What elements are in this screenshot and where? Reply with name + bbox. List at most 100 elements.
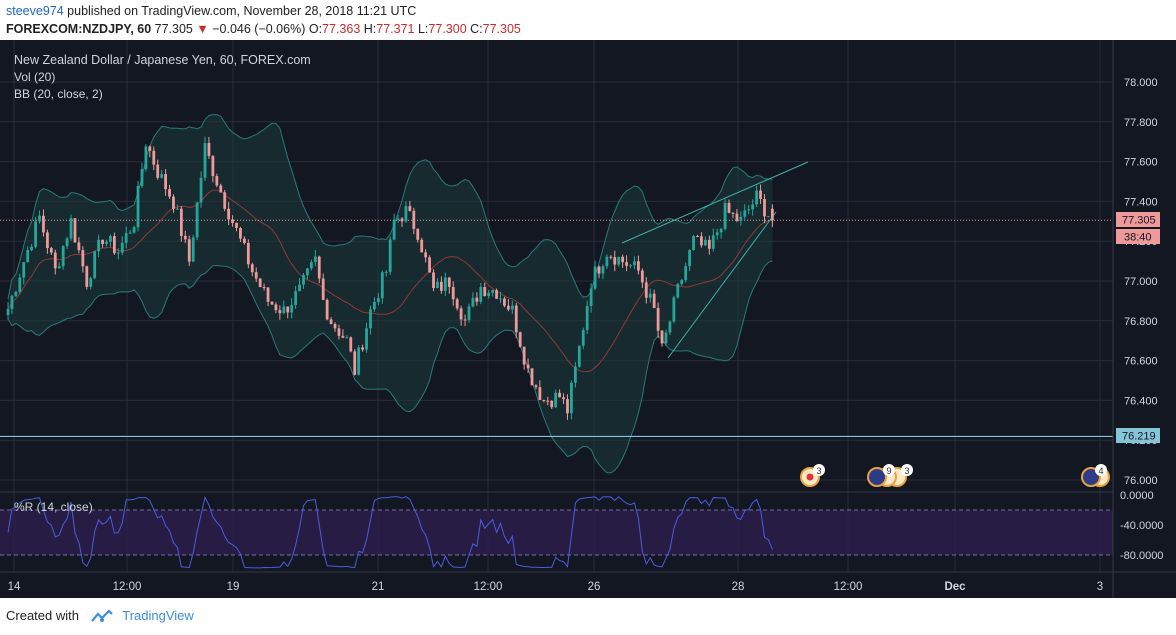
candle-body bbox=[503, 298, 506, 306]
candle-body bbox=[384, 271, 388, 273]
candle-body bbox=[337, 328, 341, 336]
candle-body bbox=[432, 272, 435, 289]
candle-body bbox=[219, 185, 223, 193]
candle-body bbox=[747, 209, 751, 211]
candle-body bbox=[672, 297, 676, 322]
candle-body bbox=[152, 150, 156, 165]
candle-body bbox=[10, 295, 14, 310]
candle-body bbox=[172, 196, 175, 209]
author-link[interactable]: steeve974 bbox=[6, 4, 64, 18]
candle-body bbox=[443, 277, 447, 291]
candle-body bbox=[85, 266, 89, 287]
candle-body bbox=[109, 236, 112, 242]
symbol-label: FOREXCOM:NZDJPY, 60 bbox=[6, 22, 152, 36]
candle-body bbox=[416, 228, 420, 240]
candle-body bbox=[763, 198, 766, 217]
hline-price-badge-text: 76.219 bbox=[1122, 431, 1156, 443]
candle-body bbox=[408, 206, 412, 211]
candle-body bbox=[475, 297, 479, 302]
candle-body bbox=[183, 235, 187, 240]
candle-body bbox=[258, 278, 262, 288]
bollinger-legend: BB (20, close, 2) bbox=[14, 87, 103, 101]
candle-body bbox=[589, 288, 593, 306]
candle-body bbox=[491, 290, 495, 293]
footer: Created with TradingView bbox=[6, 608, 194, 626]
candle-body bbox=[684, 266, 688, 281]
candle-body bbox=[18, 277, 22, 292]
candle-body bbox=[69, 218, 73, 239]
event-nz-au-group[interactable]: 9 3 bbox=[867, 464, 913, 487]
candle-body bbox=[97, 239, 101, 252]
candle-body bbox=[637, 261, 640, 271]
low-label: L: bbox=[417, 22, 429, 36]
candle-body bbox=[585, 305, 589, 330]
candle-body bbox=[57, 266, 61, 269]
rising-wedge-lines[interactable] bbox=[621, 161, 809, 359]
candle-body bbox=[688, 250, 692, 267]
candle-body bbox=[396, 218, 400, 220]
time-tick-label: 12:00 bbox=[474, 581, 503, 593]
candle-body bbox=[577, 345, 581, 367]
candle-body bbox=[250, 264, 254, 273]
change-value: −0.046 (−0.06%) bbox=[212, 22, 306, 36]
candle-body bbox=[298, 284, 301, 292]
candle-body bbox=[770, 208, 774, 221]
time-axis[interactable]: 14 12:00 19 21 12:00 26 28 12:00 Dec 3 bbox=[8, 581, 1104, 593]
tradingview-logo-icon[interactable] bbox=[90, 609, 113, 626]
candle-body bbox=[333, 323, 337, 329]
candle-body bbox=[680, 280, 684, 285]
price-chart[interactable]: 78.00077.80077.60077.40077.20077.00076.8… bbox=[0, 40, 1176, 600]
candle-body bbox=[723, 202, 727, 229]
candle-body bbox=[164, 174, 167, 190]
event-dec[interactable]: 4 bbox=[1081, 464, 1110, 487]
price-tick-label: 77.600 bbox=[1124, 157, 1158, 169]
time-tick-label: 28 bbox=[732, 581, 745, 593]
candle-body bbox=[26, 250, 30, 263]
time-tick-label: 12:00 bbox=[113, 581, 142, 593]
candle-body bbox=[514, 305, 518, 333]
candle-body bbox=[235, 222, 238, 229]
williams-r-tick-label: 0.0000 bbox=[1120, 490, 1154, 502]
candle-body bbox=[93, 251, 97, 279]
candle-body bbox=[376, 298, 380, 302]
candle-body bbox=[487, 292, 491, 296]
williams-r-band bbox=[0, 510, 1113, 555]
close-label: C: bbox=[470, 22, 483, 36]
candle-body bbox=[412, 210, 416, 229]
candle-body bbox=[644, 282, 648, 298]
candle-body bbox=[179, 208, 183, 236]
wedge-lower-line[interactable] bbox=[667, 211, 777, 359]
candle-body bbox=[581, 329, 585, 346]
candle-body bbox=[538, 387, 542, 400]
candle-body bbox=[633, 261, 636, 266]
candle-body bbox=[668, 321, 672, 333]
candle-body bbox=[613, 257, 617, 265]
candle-body bbox=[317, 256, 321, 279]
economic-events[interactable]: 3 9 3 4 bbox=[800, 464, 1110, 487]
price-tick-label: 77.800 bbox=[1124, 117, 1158, 129]
candle-body bbox=[392, 219, 396, 240]
candle-body bbox=[243, 238, 246, 243]
candle-body bbox=[459, 308, 463, 320]
candle-body bbox=[767, 216, 770, 218]
candle-body bbox=[176, 208, 179, 210]
tradingview-link[interactable]: TradingView bbox=[122, 608, 194, 623]
candle-body bbox=[566, 399, 569, 414]
candle-body bbox=[262, 287, 266, 289]
event-japan[interactable]: 3 bbox=[800, 464, 825, 487]
candle-body bbox=[534, 385, 538, 388]
wedge-upper-line[interactable] bbox=[621, 161, 809, 244]
time-tick-label: 12:00 bbox=[834, 581, 863, 593]
candle-body bbox=[231, 219, 234, 223]
open-label: O: bbox=[308, 22, 323, 36]
candle-body bbox=[755, 190, 758, 205]
price-tick-label: 78.000 bbox=[1124, 77, 1158, 89]
candle-body bbox=[294, 291, 298, 306]
williams-r-axis[interactable]: 0.0000 -40.0000 -80.0000 bbox=[1120, 490, 1163, 562]
chart-title: New Zealand Dollar / Japanese Yen, 60, F… bbox=[14, 53, 311, 67]
candle-body bbox=[65, 238, 69, 247]
candle-body bbox=[479, 287, 483, 302]
candle-body bbox=[156, 164, 160, 178]
candle-body bbox=[526, 364, 530, 369]
time-tick-label: 19 bbox=[227, 581, 240, 593]
